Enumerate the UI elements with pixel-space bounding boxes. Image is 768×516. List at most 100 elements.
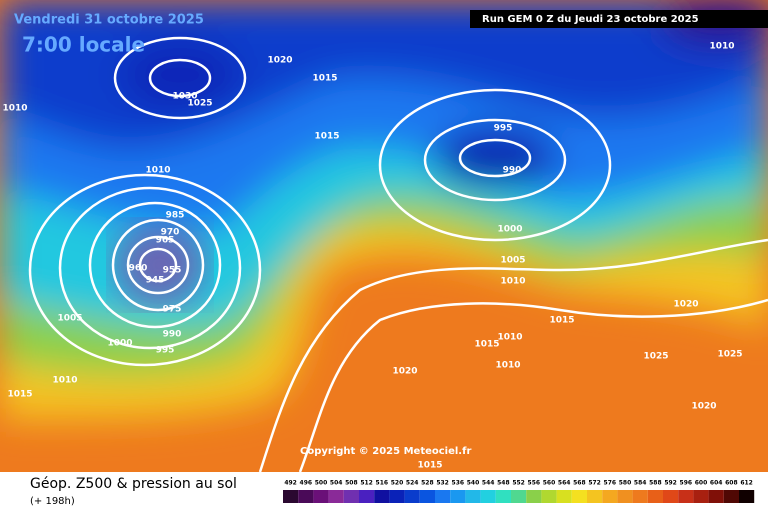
scale-swatch <box>647 490 663 503</box>
isobar-label: 1000 <box>107 339 132 349</box>
scale-label: 492 <box>284 480 297 487</box>
isobar-label: 1015 <box>7 390 32 400</box>
isobar-label: 990 <box>503 166 522 176</box>
scale-label: 508 <box>345 480 358 487</box>
isobar-label: 1010 <box>52 376 77 386</box>
scale-label: 608 <box>725 480 738 487</box>
scale-label: 544 <box>482 480 495 487</box>
isobar-label: 1010 <box>2 104 27 114</box>
isobar-label: 970 <box>161 228 180 238</box>
scale-label: 592 <box>664 480 677 487</box>
scale-swatch <box>678 490 694 503</box>
scale-label: 552 <box>512 480 525 487</box>
isobar-label: 1010 <box>145 166 170 176</box>
scale-label: 560 <box>543 480 556 487</box>
isobar-label: 1010 <box>709 42 734 52</box>
scale-label: 612 <box>740 480 753 487</box>
scale-label: 500 <box>315 480 328 487</box>
isobar-label: 1025 <box>717 350 742 360</box>
scale-swatch <box>663 490 679 503</box>
scale-swatch <box>511 490 527 503</box>
scale-label: 572 <box>588 480 601 487</box>
scale-swatch <box>632 490 648 503</box>
scale-swatch <box>587 490 603 503</box>
isobar-label: 1015 <box>314 132 339 142</box>
isobar-label: 1015 <box>417 461 442 471</box>
scale-swatch <box>602 490 618 503</box>
isobar-label: 1010 <box>497 333 522 343</box>
isobar-label: 1000 <box>497 225 522 235</box>
scale-label: 504 <box>330 480 343 487</box>
forecast-lead: (+ 198h) <box>30 496 75 507</box>
scale-swatch <box>693 490 709 503</box>
scale-label: 512 <box>360 480 373 487</box>
isobar-labels: 1020101510301025101010159959901010101098… <box>2 42 742 471</box>
scale-swatch <box>739 490 755 503</box>
scale-label: 588 <box>649 480 662 487</box>
isobar-label: 960 <box>129 264 148 274</box>
scale-swatch <box>723 490 739 503</box>
scale-swatch <box>541 490 557 503</box>
scale-label: 584 <box>634 480 647 487</box>
scale-label: 600 <box>695 480 708 487</box>
isobar-label: 1025 <box>187 99 212 109</box>
local-time: 7:00 locale <box>22 33 145 57</box>
scale-label: 604 <box>710 480 723 487</box>
scale-swatch <box>404 490 420 503</box>
scale-label: 528 <box>421 480 434 487</box>
scale-swatch <box>359 490 375 503</box>
scale-label: 556 <box>528 480 541 487</box>
scale-swatch <box>283 490 299 503</box>
isobar-label: 1015 <box>474 340 499 350</box>
scale-swatch <box>495 490 511 503</box>
isobar-label: 975 <box>163 305 182 315</box>
scale-label: 516 <box>376 480 389 487</box>
scale-swatch <box>298 490 314 503</box>
isobar-label: 985 <box>166 211 185 221</box>
scale-swatch <box>389 490 405 503</box>
isobar-label: 1025 <box>643 352 668 362</box>
scale-label: 564 <box>558 480 571 487</box>
scale-label: 596 <box>680 480 693 487</box>
scale-swatch <box>571 490 587 503</box>
isobar-label: 995 <box>494 124 513 134</box>
isobar-label: 1020 <box>392 367 417 377</box>
footer-title: Géop. Z500 & pression au sol <box>30 476 237 492</box>
isobar-label: 1015 <box>312 74 337 84</box>
isobar-label: 945 <box>146 276 165 286</box>
scale-label: 576 <box>604 480 617 487</box>
copyright: Copyright © 2025 Meteociel.fr <box>300 446 471 457</box>
isobar-label: 1005 <box>500 256 525 266</box>
scale-label: 496 <box>300 480 313 487</box>
scale-swatch <box>435 490 451 503</box>
scale-swatch <box>526 490 542 503</box>
scale-swatch <box>419 490 435 503</box>
scale-swatch <box>708 490 724 503</box>
isobar-label: 1030 <box>172 92 197 102</box>
valid-date: Vendredi 31 octobre 2025 <box>14 13 204 28</box>
isobar-label: 1020 <box>673 300 698 310</box>
isobar-label: 1005 <box>57 314 82 324</box>
scale-swatch <box>617 490 633 503</box>
scale-label: 520 <box>391 480 404 487</box>
scale-swatch <box>328 490 344 503</box>
isobar-label: 1010 <box>500 277 525 287</box>
scale-swatch <box>313 490 329 503</box>
scale-swatch <box>374 490 390 503</box>
run-box <box>470 10 768 28</box>
isobar-label: 1020 <box>267 56 292 66</box>
isobar-label: 1020 <box>691 402 716 412</box>
isobar-label: 1010 <box>495 361 520 371</box>
scale-label: 548 <box>497 480 510 487</box>
scale-swatch <box>556 490 572 503</box>
scale-swatch <box>480 490 496 503</box>
scale-label: 540 <box>467 480 480 487</box>
scale-swatch <box>343 490 359 503</box>
isobar-label: 995 <box>156 346 175 356</box>
scale-label: 524 <box>406 480 419 487</box>
isobar-label: 990 <box>163 330 182 340</box>
run-info: Run GEM 0 Z du Jeudi 23 octobre 2025 <box>482 14 699 25</box>
isobar-label: 1015 <box>549 316 574 326</box>
scale-swatch <box>465 490 481 503</box>
